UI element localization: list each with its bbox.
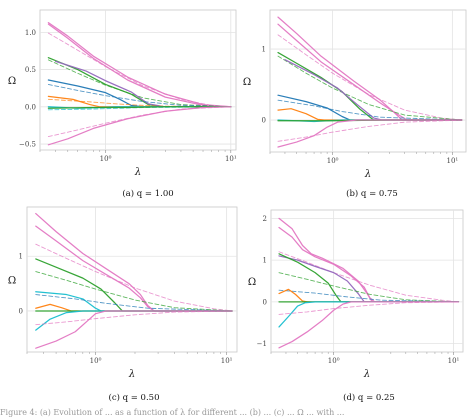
series-line bbox=[278, 272, 459, 303]
y-tick-label: −0.5 bbox=[19, 141, 36, 149]
x-axis-label: λ bbox=[363, 369, 370, 380]
series-line bbox=[47, 84, 232, 108]
y-tick-label: −1 bbox=[257, 340, 267, 348]
series-group bbox=[47, 22, 232, 146]
x-tick-label: 10⁰ bbox=[327, 157, 339, 165]
series-line bbox=[277, 119, 463, 148]
chart-panel-b: 10⁰ 10¹ 0 1 Ωλ (b) q = 0.75 bbox=[243, 9, 467, 199]
series-line bbox=[277, 119, 463, 142]
series-line bbox=[278, 255, 460, 303]
y-tick-label: 0 bbox=[263, 298, 267, 306]
y-tick-label: 0.5 bbox=[25, 66, 36, 74]
y-tick-label: 1 bbox=[263, 257, 267, 265]
panel-caption: (b) q = 0.75 bbox=[346, 188, 398, 199]
plot-frame bbox=[39, 9, 237, 151]
series-line bbox=[47, 106, 232, 109]
x-tick-label: 10⁰ bbox=[328, 357, 340, 365]
series-line bbox=[277, 99, 463, 121]
series-line bbox=[35, 310, 233, 326]
series-line bbox=[35, 271, 233, 312]
chart-panel-d: 10⁰ 10¹ −1 0 1 2 Ωλ (d) q = 0.25 bbox=[248, 209, 464, 403]
series-line bbox=[278, 301, 460, 349]
series-line bbox=[35, 243, 233, 312]
plot-frame bbox=[26, 206, 238, 353]
y-axis-label: Ω bbox=[8, 276, 16, 287]
y-axis-label: Ω bbox=[243, 77, 251, 88]
x-tick-label: 10¹ bbox=[446, 157, 458, 165]
y-tick-label: 1 bbox=[262, 46, 266, 54]
series-line bbox=[278, 301, 460, 328]
y-tick-label: 0.0 bbox=[25, 103, 36, 111]
plot-frame bbox=[269, 9, 467, 153]
y-tick-label: 1.0 bbox=[25, 29, 36, 37]
y-tick-label: 2 bbox=[263, 215, 267, 223]
y-tick-label: 0 bbox=[19, 307, 23, 315]
x-tick-label: 10¹ bbox=[221, 357, 233, 365]
series-group bbox=[35, 212, 233, 349]
series-line bbox=[277, 16, 463, 121]
x-tick-label: 10⁰ bbox=[100, 155, 112, 163]
chart-panel-c: 10⁰ 10¹ 0 1 Ωλ (c) q = 0.50 bbox=[8, 206, 238, 403]
plot-frame bbox=[270, 209, 464, 353]
panel-caption: (a) q = 1.00 bbox=[122, 188, 173, 199]
series-line bbox=[47, 22, 232, 108]
x-axis-label: λ bbox=[364, 169, 371, 180]
x-tick-label: 10⁰ bbox=[90, 357, 102, 365]
y-tick-label: 0 bbox=[262, 117, 266, 125]
series-group bbox=[277, 16, 463, 148]
y-axis-label: Ω bbox=[8, 76, 16, 87]
x-axis-label: λ bbox=[134, 167, 141, 178]
series-line bbox=[47, 32, 232, 108]
x-tick-label: 10¹ bbox=[225, 155, 237, 163]
panel-caption: (c) q = 0.50 bbox=[109, 392, 160, 403]
chart-panel-a: 10⁰ 10¹ −0.5 0.0 0.5 1.0 Ωλ (a) q = 1.00 bbox=[8, 9, 237, 199]
series-line bbox=[278, 226, 460, 303]
x-axis-label: λ bbox=[128, 369, 135, 380]
series-line bbox=[278, 301, 459, 315]
series-group bbox=[278, 217, 460, 349]
series-line bbox=[47, 59, 232, 108]
y-tick-label: 1 bbox=[19, 253, 23, 261]
y-axis-label: Ω bbox=[248, 277, 256, 288]
series-line bbox=[277, 55, 463, 121]
series-line bbox=[278, 251, 459, 303]
panel-caption: (d) q = 0.25 bbox=[343, 392, 395, 403]
series-line bbox=[35, 294, 233, 312]
series-line bbox=[35, 225, 233, 312]
figure-caption-fragment: Figure 4: (a) Evolution of ... as a func… bbox=[0, 408, 345, 417]
x-tick-label: 10¹ bbox=[448, 357, 460, 365]
series-line bbox=[35, 310, 233, 349]
series-line bbox=[47, 106, 232, 138]
